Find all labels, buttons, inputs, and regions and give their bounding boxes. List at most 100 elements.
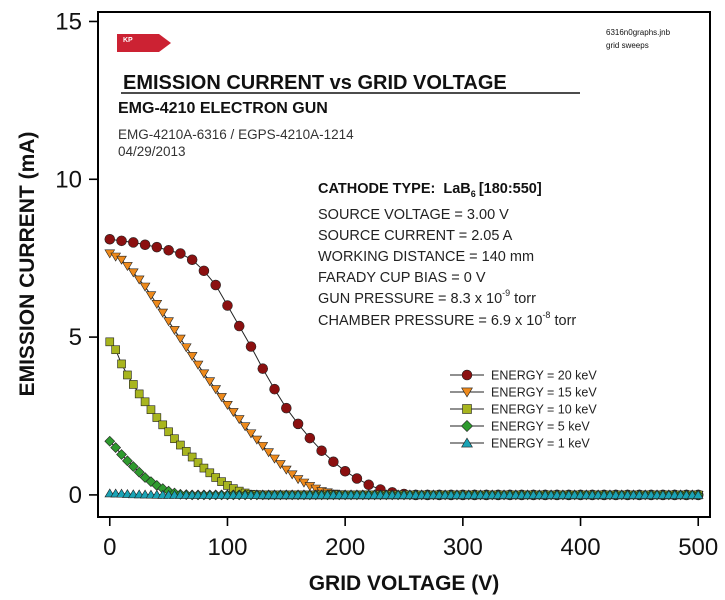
source-current: SOURCE CURRENT = 2.05 A: [318, 228, 513, 244]
data-point: [104, 435, 116, 447]
data-point: [245, 341, 257, 352]
cathode-type-line: CATHODE TYPE: LaB6 [180:550]: [318, 181, 542, 199]
data-point: [157, 308, 169, 318]
data-point: [164, 427, 173, 437]
x-tick-label: 0: [103, 534, 116, 561]
info-line-1: EMG-4210A-6316 / EGPS-4210A-1214: [118, 127, 354, 142]
data-point: [169, 326, 180, 335]
x-tick-label: 100: [207, 534, 247, 561]
data-point: [151, 300, 163, 309]
data-point: [117, 359, 126, 369]
kp-logo-icon: KP: [117, 34, 171, 52]
faraday-bias: FARADY CUP BIAS = 0 V: [318, 270, 486, 286]
data-point: [263, 448, 274, 458]
legend-marker: [462, 404, 472, 414]
data-point: [116, 255, 127, 265]
data-point: [363, 479, 374, 491]
data-point: [175, 334, 186, 344]
data-point: [181, 447, 191, 456]
data-point: [328, 456, 339, 468]
data-point: [292, 418, 304, 430]
data-point: [316, 445, 327, 456]
data-point: [127, 268, 139, 278]
legend-marker: [461, 437, 473, 448]
x-tick-label: 500: [678, 534, 718, 561]
data-point: [145, 476, 157, 488]
data-point: [304, 432, 316, 444]
series-4: [104, 488, 704, 499]
chart-title: EMISSION CURRENT vs GRID VOLTAGE: [123, 72, 507, 94]
data-point: [170, 434, 179, 444]
y-tick-label: 5: [69, 324, 82, 351]
data-point: [104, 234, 116, 245]
data-point: [269, 454, 280, 464]
data-point: [175, 248, 186, 259]
data-point: [116, 235, 127, 247]
legend-label: ENERGY = 5 keV: [491, 420, 590, 434]
data-point: [233, 320, 245, 332]
data-point: [110, 442, 122, 453]
data-point: [134, 389, 144, 399]
data-point: [269, 383, 280, 395]
data-point: [187, 452, 197, 462]
data-point: [692, 489, 704, 499]
data-point: [193, 458, 203, 468]
data-point: [222, 401, 233, 410]
data-point: [205, 468, 215, 478]
data-point: [180, 343, 192, 353]
data-point: [129, 380, 138, 389]
data-point: [281, 402, 292, 414]
data-point: [257, 442, 269, 451]
legend-label: ENERGY = 1 keV: [491, 437, 590, 451]
data-point: [122, 262, 133, 272]
data-point: [140, 397, 150, 407]
data-point: [122, 455, 133, 467]
ticks-layer: 0 100 200 300 400 500 0 5 10 15: [55, 8, 718, 561]
data-point: [239, 422, 251, 432]
data-point: [163, 245, 174, 256]
data-point: [139, 239, 151, 251]
data-point: [186, 254, 198, 266]
source-voltage: SOURCE VOLTAGE = 3.00 V: [318, 207, 509, 223]
y-tick-label: 0: [69, 482, 82, 509]
data-point: [127, 461, 139, 472]
data-point: [222, 300, 233, 311]
data-point: [116, 449, 127, 460]
data-point: [339, 465, 351, 477]
data-point: [146, 405, 156, 414]
data-point: [198, 369, 210, 379]
data-point: [228, 408, 239, 418]
legend-label: ENERGY = 15 keV: [491, 386, 597, 400]
data-point: [186, 352, 198, 362]
file-note-1: 6316n0graphs.jnb: [606, 28, 671, 37]
data-point: [133, 466, 145, 478]
data-point: [286, 470, 298, 480]
data-point: [176, 440, 185, 450]
y-tick-label: 15: [55, 8, 82, 35]
data-point: [145, 291, 157, 301]
legend-label: ENERGY = 20 keV: [491, 369, 597, 383]
svg-text:KP: KP: [123, 37, 133, 44]
x-tick-label: 300: [443, 534, 483, 561]
data-point: [204, 377, 216, 387]
gun-pressure: GUN PRESSURE = 8.3 x 10-9 torr: [318, 288, 536, 307]
x-axis-title: GRID VOLTAGE (V): [309, 572, 500, 595]
legend: ENERGY = 20 keV ENERGY = 15 keV ENERGY = 1…: [450, 369, 597, 451]
data-point: [192, 360, 204, 370]
legend-marker: [460, 419, 474, 433]
data-point: [105, 337, 115, 347]
data-point: [123, 370, 132, 380]
y-tick-label: 10: [55, 166, 82, 193]
data-point: [233, 415, 245, 425]
chart-subtitle: EMG-4210 ELECTRON GUN: [118, 100, 328, 117]
file-note-2: grid sweeps: [606, 41, 649, 50]
data-point: [152, 413, 162, 422]
data-point: [199, 463, 209, 473]
data-point: [198, 265, 210, 277]
data-point: [210, 385, 222, 395]
legend-label: ENERGY = 10 keV: [491, 403, 597, 417]
legend-marker: [461, 369, 473, 381]
data-point: [275, 460, 286, 470]
chamber-pressure: CHAMBER PRESSURE = 6.9 x 10-8 torr: [318, 310, 576, 329]
